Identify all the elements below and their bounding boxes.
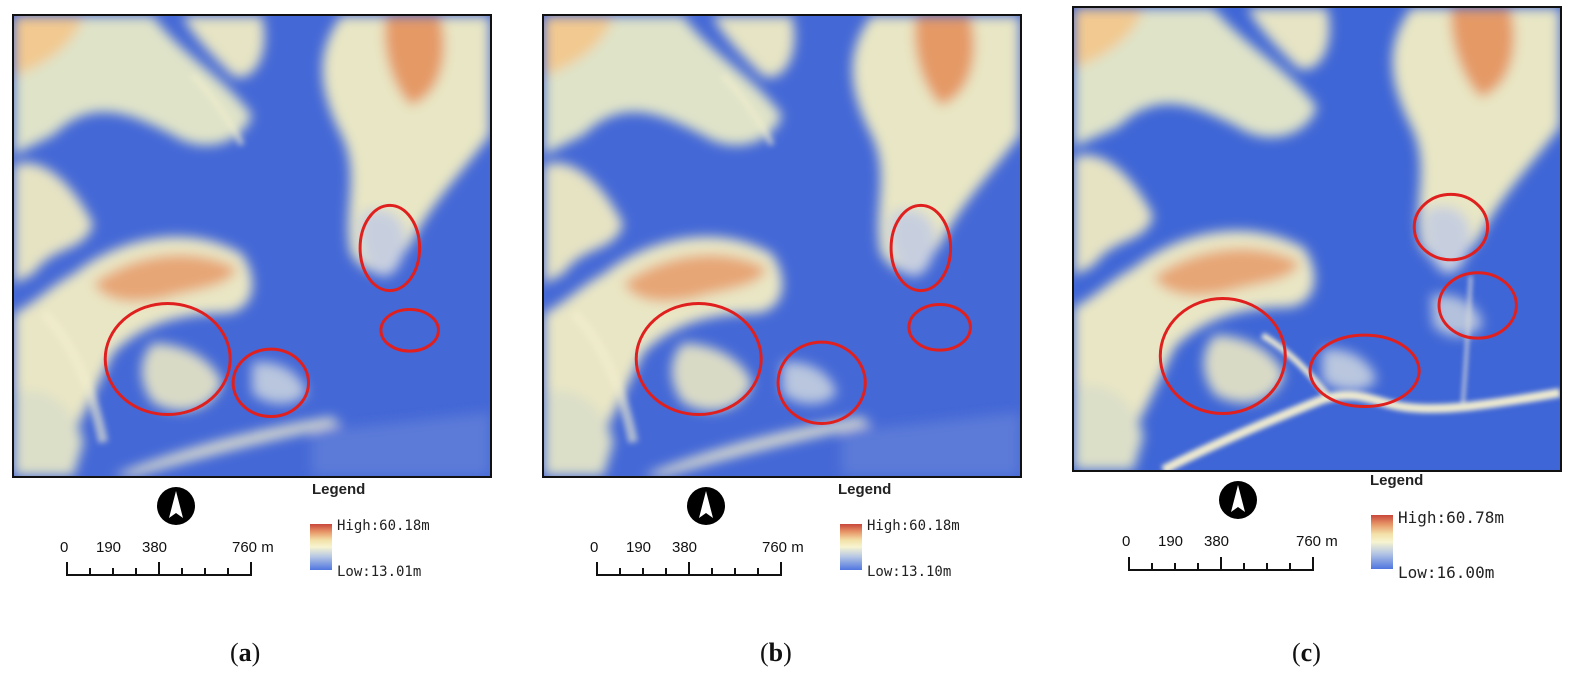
highlight-circle <box>358 203 422 293</box>
scale-tick-label: 190 <box>96 539 122 556</box>
scale-tick-label: 760 m <box>762 539 804 556</box>
legend-title: Legend <box>838 481 892 498</box>
legend-low-label: Low:16.00m <box>1398 563 1495 582</box>
legend-low-label: Low:13.01m <box>337 564 422 580</box>
scale-tick-label: 380 <box>142 539 168 556</box>
scale-tick-label: 190 <box>626 539 652 556</box>
panel-c: Legend High:60.78m Low:16.00m 0 190 380 … <box>1060 0 1562 686</box>
panel-b: Legend High:60.18m Low:13.10m 0 190 380 … <box>530 0 1030 686</box>
highlight-circle <box>1437 271 1518 340</box>
highlight-circle <box>103 302 232 417</box>
highlight-circle <box>1158 296 1287 415</box>
map-raster <box>544 16 1020 476</box>
highlight-circle <box>907 303 972 352</box>
elevation-map <box>12 14 492 478</box>
scale-bar <box>66 562 252 576</box>
legend-color-ramp <box>840 524 862 570</box>
legend-color-ramp <box>1371 515 1393 569</box>
scale-tick-label: 0 <box>1122 533 1131 550</box>
caption-c: (c) <box>1292 638 1321 667</box>
scale-tick-label: 380 <box>672 539 698 556</box>
legend-low-label: Low:13.10m <box>867 564 952 580</box>
scale-tick-label: 190 <box>1158 533 1184 550</box>
map-raster <box>1074 8 1560 470</box>
legend-title: Legend <box>312 481 366 498</box>
highlight-circle <box>1308 333 1421 409</box>
legend-high-label: High:60.78m <box>1398 508 1504 527</box>
legend-high-label: High:60.18m <box>867 518 960 534</box>
scale-tick-label: 0 <box>60 539 69 556</box>
highlight-circle <box>776 340 867 425</box>
scale-bar <box>596 562 782 576</box>
legend-high-label: High:60.18m <box>337 518 430 534</box>
elevation-map <box>542 14 1022 478</box>
scale-tick-label: 760 m <box>1296 533 1338 550</box>
map-raster <box>14 16 490 476</box>
north-arrow-icon <box>687 487 725 525</box>
highlight-circle <box>634 302 763 417</box>
highlight-circle <box>889 203 953 293</box>
highlight-circle <box>379 307 440 353</box>
scale-tick-label: 760 m <box>232 539 274 556</box>
scale-tick-label: 0 <box>590 539 599 556</box>
panel-a: Legend High:60.18m Low:13.01m 0 190 380 … <box>0 0 500 686</box>
caption-b: (b) <box>760 638 792 667</box>
highlight-circle <box>231 347 311 419</box>
caption-a: (a) <box>230 638 261 667</box>
north-arrow-icon <box>157 487 195 525</box>
scale-bar <box>1128 557 1314 571</box>
legend-title: Legend <box>1370 472 1424 489</box>
scale-tick-label: 380 <box>1204 533 1230 550</box>
legend-color-ramp <box>310 524 332 570</box>
highlight-circle <box>1412 192 1490 262</box>
north-arrow-icon <box>1219 481 1257 519</box>
elevation-map <box>1072 6 1562 472</box>
